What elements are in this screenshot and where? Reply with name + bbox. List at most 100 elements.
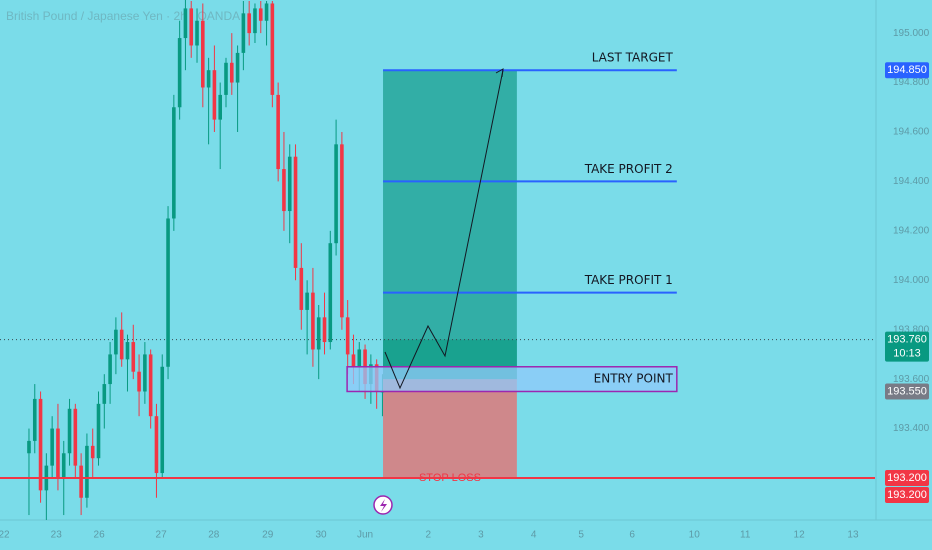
candle-body [96,403,101,459]
candle-body [131,342,136,372]
target-label: TAKE PROFIT 1 [584,273,673,287]
price-label-box [885,469,929,486]
candle-body [282,169,286,212]
candle-body [206,70,211,88]
candle-body [322,317,327,343]
x-tick-label: 29 [262,530,274,541]
candle-body [253,8,257,34]
profit-zone [383,70,517,380]
x-tick-label: 11 [740,530,751,541]
candle-body [183,8,188,39]
x-tick-label: 10 [689,530,701,541]
stop-loss-label: STOP LOSS [419,472,481,484]
arrow-head [495,68,504,78]
candle-body [276,94,280,170]
candle-body [311,292,315,350]
projection-arrow [384,69,504,390]
y-tick-label: 195.000 [893,28,930,39]
drawing [373,68,504,515]
candle-body [229,62,234,83]
x-tick-label: 30 [315,530,327,541]
candle-body [258,8,263,21]
candle-body [195,20,199,46]
candle-body [345,317,350,355]
candle-body [137,371,141,392]
candle-body [357,349,362,367]
entry-label: ENTRY POINT [594,372,674,386]
y-tick-label: 194.400 [893,176,930,187]
x-tick-label: Jun [357,530,373,541]
candle-body [38,398,43,491]
symbol-title: British Pound / Japanese Yen · 2h · OAND… [6,9,240,23]
candle-body [351,354,356,367]
x-tick-label: 22 [0,530,10,541]
candle-body [340,144,344,318]
candle-body [264,3,269,21]
candle-body [50,428,54,466]
candle-body [102,384,107,404]
x-tick-label: 27 [156,530,168,541]
candle-body [27,440,31,454]
candle-body [305,292,309,310]
candle-body [201,20,205,88]
candle-body [32,398,37,441]
countdown: 10:13 [893,347,921,359]
x-tick-label: 12 [794,530,806,541]
candle-body [73,408,78,466]
candle-body [287,156,292,212]
y-tick-label: 194.800 [893,77,930,88]
candle-body [299,267,304,310]
current-price-label: 193.760 [887,333,927,345]
lightning [380,499,387,512]
candle-body [316,317,321,350]
candle-body [212,70,217,120]
candle-body [166,218,170,367]
candle-body [241,13,246,53]
target-label: TAKE PROFIT 2 [584,162,673,176]
price-label: 193.550 [887,385,927,397]
x-tick-label: 4 [531,530,537,541]
candle-body [235,52,240,83]
x-tick-label: 23 [51,530,63,541]
candle-body [293,156,298,268]
candle-body [160,366,165,474]
candle-body [56,428,60,478]
candle-body [154,416,159,474]
candle-body [79,465,83,498]
y-tick-label: 193.800 [893,324,930,335]
x-tick-label: 6 [629,530,635,541]
entry-zone [346,366,678,393]
target-label: LAST TARGET [592,51,674,65]
y-tick-label: 193.600 [893,374,930,385]
candle-body [177,38,182,108]
candle-body [114,329,118,355]
x-tick-label: 2 [425,530,431,541]
candle-body [125,342,130,360]
candle-body [218,94,222,120]
x-tick-label: 26 [94,530,106,541]
candle-body [328,243,333,343]
candle-body [148,354,153,417]
y-tick-label: 194.200 [893,225,930,236]
y-tick-label: 194.600 [893,127,930,138]
loss-zone [383,379,517,478]
candle-body [247,13,251,34]
x-tick-label: 13 [847,530,859,541]
price-label: 193.200 [887,472,927,484]
price-label-box [885,383,929,400]
candle-body [61,453,66,478]
candle-body [143,354,147,392]
price-label-box [885,486,929,503]
price-label-box [885,62,929,79]
y-tick-label: 193.400 [893,423,930,434]
candle-body [189,8,194,46]
candle-body [67,408,72,454]
price-label: 194.850 [887,64,927,76]
price-label: 193.200 [887,489,927,501]
y-tick-label: 194.000 [893,275,930,286]
current-price-box [885,331,929,362]
x-tick-label: 28 [208,530,220,541]
x-tick-label: 5 [578,530,584,541]
candle-body [90,445,95,459]
